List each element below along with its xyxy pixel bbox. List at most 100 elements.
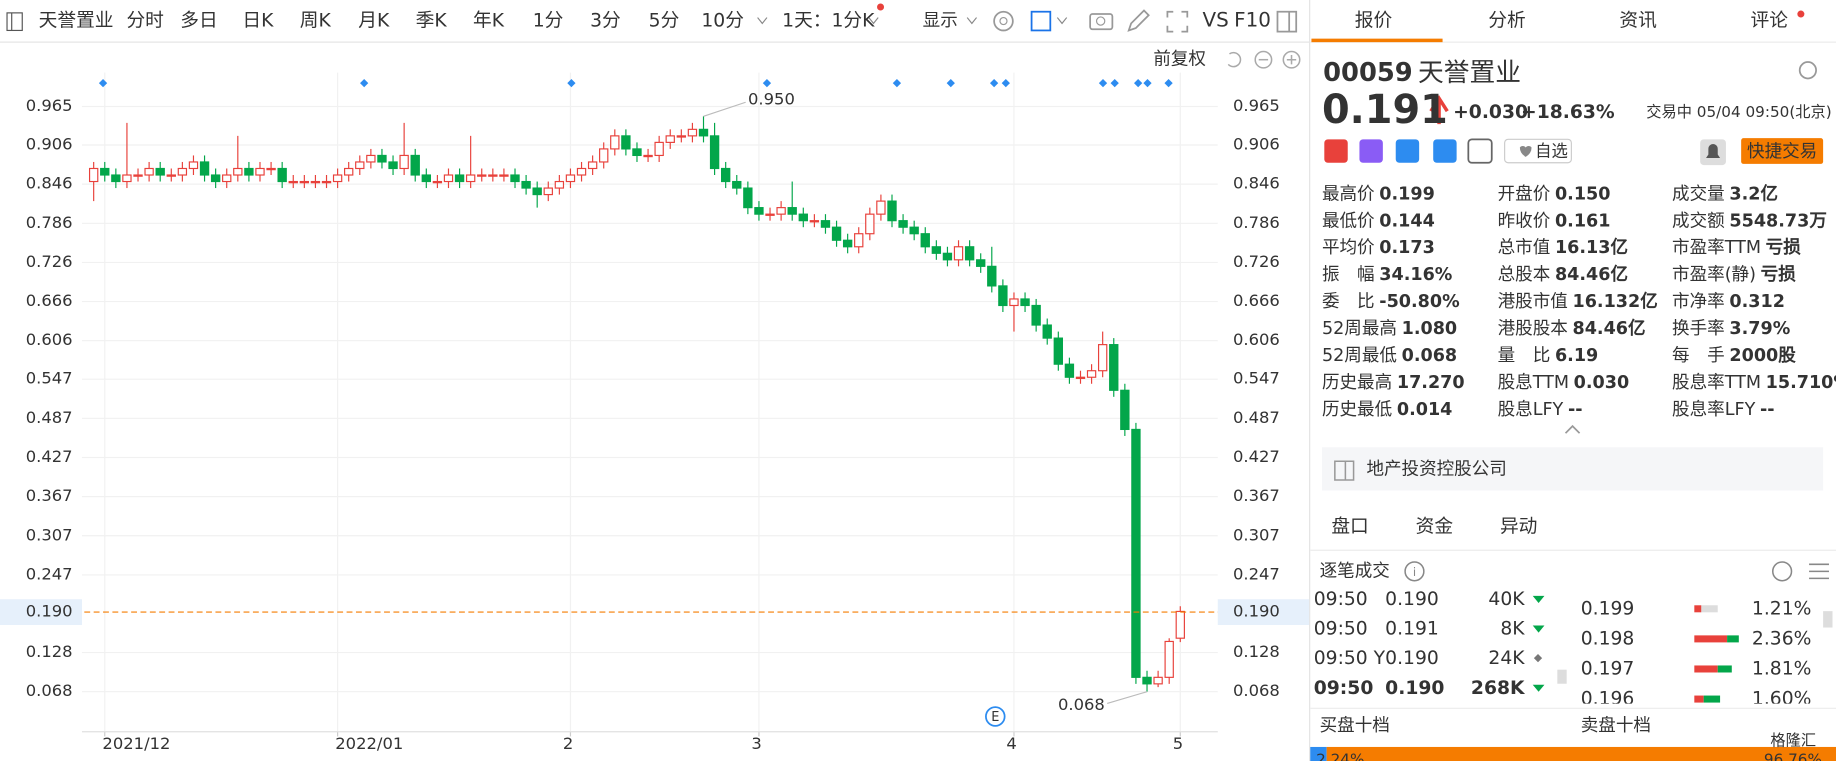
panel-tab[interactable]: 评论	[1751, 11, 1789, 32]
pencil-icon[interactable]	[1127, 9, 1150, 32]
shape-icon[interactable]	[1030, 10, 1052, 32]
stat-label: 市盈率TTM	[1672, 238, 1761, 258]
stat-label: 总股本	[1498, 265, 1551, 285]
scrollbar[interactable]	[1823, 611, 1833, 628]
chevron[interactable]	[1056, 17, 1068, 25]
level-bar	[1694, 605, 1702, 613]
candle-body	[321, 180, 332, 184]
section-tab[interactable]: 盘口	[1331, 516, 1368, 537]
vs-button[interactable]: VS	[1203, 9, 1229, 32]
event-marker[interactable]	[892, 78, 902, 88]
fullscreen-icon[interactable]	[1166, 10, 1189, 33]
event-marker[interactable]	[1133, 78, 1143, 88]
f10-button[interactable]: F10	[1234, 9, 1271, 32]
candle-body	[765, 213, 775, 216]
period-tab[interactable]: 多日	[180, 11, 217, 32]
period-tab[interactable]: 分时	[126, 11, 163, 32]
interval-select[interactable]: 1天：1分K	[782, 11, 875, 32]
price-change: +0.030	[1453, 102, 1528, 123]
settings-icon[interactable]	[993, 10, 1014, 32]
chevron[interactable]	[757, 17, 768, 25]
list-icon[interactable]	[1809, 563, 1829, 580]
tag-icon[interactable]	[1433, 139, 1457, 163]
stock-name[interactable]: 天誉置业	[39, 11, 114, 32]
zoom-out[interactable]	[1254, 50, 1273, 69]
section-tab[interactable]: 资金	[1416, 516, 1454, 537]
section-tab[interactable]: 异动	[1500, 516, 1537, 537]
chevron[interactable]	[966, 17, 978, 25]
event-marker[interactable]	[1001, 78, 1010, 88]
period-tab[interactable]: 年K	[473, 11, 505, 32]
hk-icon[interactable]	[1324, 139, 1348, 163]
sidebar-toggle[interactable]	[6, 12, 23, 32]
stat-value: 3.79%	[1729, 319, 1790, 339]
candle-body	[144, 167, 154, 176]
flash-icon[interactable]	[1359, 139, 1383, 163]
stat-label: 股息LFY	[1498, 400, 1564, 420]
candle-body	[865, 213, 875, 235]
candle-body	[743, 187, 753, 209]
max-leader	[703, 101, 746, 117]
shuffle-icon[interactable]	[1395, 139, 1420, 163]
event-marker[interactable]	[360, 78, 369, 88]
period-tab[interactable]: 1分	[533, 11, 564, 32]
collapse-caret[interactable]	[1564, 424, 1581, 434]
candle-body	[1031, 304, 1041, 326]
camera-icon[interactable]	[1089, 13, 1114, 31]
candle-body	[1042, 324, 1052, 339]
period-tab[interactable]: 5分	[649, 11, 680, 32]
panel-tab[interactable]: 资讯	[1619, 11, 1657, 32]
period-tab[interactable]: 周K	[300, 11, 332, 32]
candle-body	[687, 128, 698, 137]
adjust-label[interactable]: 前复权	[1153, 50, 1206, 70]
candle-body	[1097, 344, 1108, 372]
trade-price: 0.191	[1385, 619, 1439, 640]
candle-body	[554, 180, 565, 189]
event-marker[interactable]	[1110, 78, 1119, 88]
y2-tick-label: 0.307	[1233, 525, 1280, 544]
event-marker[interactable]	[946, 78, 955, 88]
candle-body	[344, 167, 354, 176]
period-tab[interactable]: 日K	[242, 11, 274, 32]
trade-volume: 40K	[1488, 589, 1525, 610]
period-tab[interactable]: 季K	[416, 11, 448, 32]
more-icon[interactable]	[1772, 561, 1793, 582]
x-tick-label: 3	[751, 734, 761, 753]
info-icon[interactable]	[1404, 561, 1425, 582]
period-tab[interactable]: 10分	[701, 11, 744, 32]
trade-time: 09:50	[1314, 678, 1374, 699]
scrollbar[interactable]	[1557, 669, 1567, 684]
watch-button[interactable]	[1504, 138, 1572, 164]
panel-tab[interactable]: 报价	[1355, 11, 1393, 32]
period-tab[interactable]: 3分	[590, 11, 621, 32]
period-tab[interactable]: 月K	[358, 11, 390, 32]
settings-icon-center	[999, 16, 1008, 26]
stat-value: 84.46亿	[1555, 264, 1628, 285]
bell-icon	[1706, 144, 1721, 159]
panel-icon[interactable]	[1276, 10, 1298, 33]
settings-icon[interactable]	[1798, 61, 1817, 80]
stat-value: 16.132亿	[1572, 291, 1657, 312]
zoom-in[interactable]	[1282, 50, 1301, 69]
candle-body	[510, 174, 520, 183]
trade-time: 09:50	[1314, 619, 1368, 640]
event-marker[interactable]	[98, 78, 108, 88]
chevron[interactable]	[868, 17, 879, 25]
y-tick-label: 0.247	[26, 564, 73, 583]
undo-icon[interactable]	[1227, 51, 1242, 68]
trade-button[interactable]	[1741, 138, 1824, 164]
event-marker[interactable]	[762, 78, 772, 88]
candle-body	[1064, 363, 1075, 378]
display-select[interactable]: 显示	[923, 11, 958, 31]
panel-tab[interactable]: 分析	[1488, 11, 1525, 32]
candle-body	[632, 148, 642, 157]
stat-value: 0.312	[1729, 292, 1785, 312]
up-arrow	[1429, 95, 1449, 125]
event-marker[interactable]	[989, 78, 999, 88]
watermark: 格隆汇	[1770, 732, 1816, 750]
note-icon[interactable]	[1467, 138, 1493, 164]
event-circle[interactable]	[985, 706, 1006, 727]
tab-underline	[1311, 38, 1443, 43]
stat-label: 港股市值	[1498, 292, 1568, 312]
